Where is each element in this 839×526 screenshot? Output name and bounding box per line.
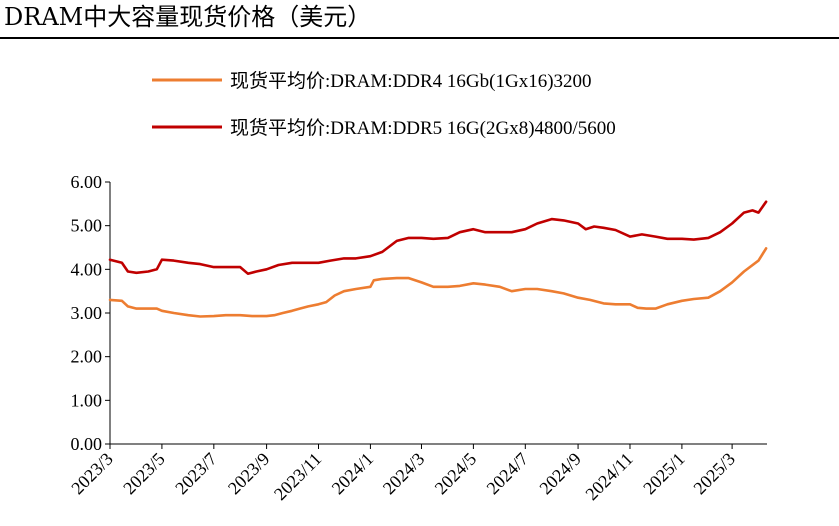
y-tick-label: 2.00 [71,347,103,367]
series-line-ddr4 [108,247,768,318]
y-tick-label: 3.00 [71,303,103,323]
y-tick-label: 0.00 [71,434,103,454]
x-tick-label: 2023/5 [119,449,169,499]
x-tick-label: 2024/11 [581,449,636,504]
y-tick-label: 1.00 [71,390,103,410]
series-line-ddr5 [108,200,768,275]
axes: 0.00 1.00 2.00 3.00 4.00 5.00 6.00 2023/3 2023/5… [67,172,767,504]
chart-title: DRAM中大容量现货价格（美元） [4,3,372,31]
x-tick-label: 2024/1 [328,449,378,499]
y-tick-label: 6.00 [71,172,103,192]
x-tick-label: 2023/3 [67,449,117,499]
x-tick-label: 2023/9 [224,449,274,499]
title-rule [0,37,839,39]
x-tick-label: 2025/3 [689,449,739,499]
legend-label-2: 现货平均价:DRAM:DDR5 16G(2Gx8)4800/5600 [230,117,616,139]
y-tick-label: 4.00 [71,259,103,279]
x-tick-label: 2025/1 [639,449,689,499]
legend-label-1: 现货平均价:DRAM:DDR4 16Gb(1Gx16)3200 [230,70,592,92]
x-tick-label: 2024/3 [379,449,429,499]
x-tick-label: 2023/7 [171,449,221,499]
y-tick-label: 5.00 [71,216,103,236]
x-tick-label: 2023/11 [270,449,325,504]
x-tick-label: 2024/9 [535,449,585,499]
series-lines [108,200,768,318]
x-tick-label: 2024/5 [431,449,481,499]
x-tick-label: 2024/7 [483,449,533,499]
legend: 现货平均价:DRAM:DDR4 16Gb(1Gx16)3200 现货平均价:DRA… [152,70,616,139]
